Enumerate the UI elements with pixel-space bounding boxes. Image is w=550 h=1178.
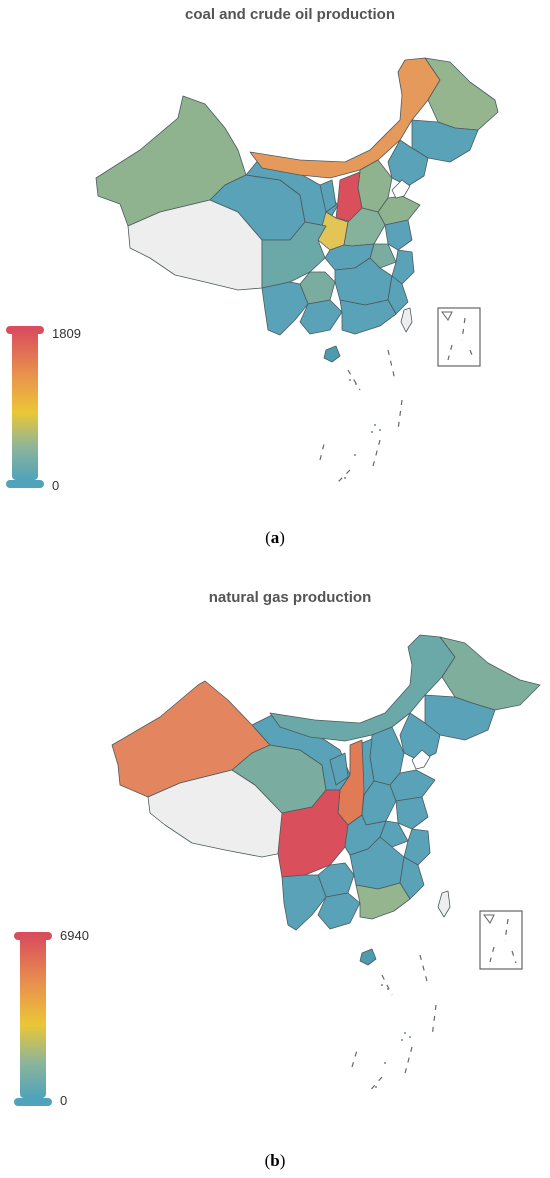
region-heilongjiang[interactable] <box>424 57 499 131</box>
region-guangdong[interactable] <box>355 882 411 920</box>
south-sea-inset <box>479 910 523 970</box>
bohai-bay <box>411 749 431 770</box>
region-tibet[interactable] <box>147 769 283 858</box>
region-tibet[interactable] <box>127 199 263 291</box>
south-sea-islands <box>375 984 411 1088</box>
region-jiangsu[interactable] <box>395 796 429 830</box>
legend-max-label: 1809 <box>52 326 81 341</box>
south-sea-inset <box>437 307 481 367</box>
inset-dash <box>489 918 517 964</box>
bohai-bay <box>391 179 411 199</box>
region-hainan[interactable] <box>323 345 341 363</box>
region-ningxia[interactable] <box>329 752 349 786</box>
legend-min-label: 0 <box>60 1093 68 1108</box>
map-title-a: coal and crude oil production <box>184 6 395 23</box>
caption-a: (a) <box>265 528 285 547</box>
caption-b: (b) <box>264 1151 286 1170</box>
south-sea-islands <box>344 379 381 479</box>
legend-handle-bottom[interactable] <box>14 1098 52 1106</box>
region-guangdong[interactable] <box>339 299 397 335</box>
nine-dash-line <box>351 954 437 1094</box>
region-liaoning[interactable] <box>387 139 429 187</box>
inset-island <box>441 311 453 321</box>
region-ningxia[interactable] <box>319 179 337 213</box>
region-yunnan[interactable] <box>261 281 309 336</box>
caption-letter-b: b <box>270 1151 280 1170</box>
region-guangxi[interactable] <box>299 299 343 335</box>
map-panel-a: coal and crude oil production <box>0 0 550 560</box>
legend-gradient-bar <box>20 936 46 1098</box>
map-title-b: natural gas production <box>208 589 372 606</box>
legend-handle-bottom[interactable] <box>6 480 44 488</box>
region-guangxi[interactable] <box>317 892 361 930</box>
china-choropleth-map-a <box>95 57 499 486</box>
inset-dash <box>447 317 475 361</box>
china-choropleth-map-b <box>111 634 541 1094</box>
visual-map-legend-b[interactable]: 6940 0 <box>14 928 104 1108</box>
legend-gradient-bar <box>12 330 38 480</box>
region-hainan[interactable] <box>359 948 377 966</box>
legend-max-label: 6940 <box>60 928 89 943</box>
legend-min-label: 0 <box>52 478 60 493</box>
map-panel-b: natural gas production <box>0 585 550 1178</box>
visual-map-legend-a[interactable]: 1809 0 <box>6 326 96 493</box>
caption-letter-a: a <box>270 528 280 547</box>
region-yunnan[interactable] <box>281 874 327 931</box>
region-heilongjiang[interactable] <box>439 636 541 711</box>
nine-dash-line <box>319 349 403 486</box>
inset-island <box>483 914 495 924</box>
region-jiangsu[interactable] <box>384 219 413 251</box>
region-taiwan[interactable] <box>437 890 451 918</box>
region-taiwan[interactable] <box>400 307 413 333</box>
